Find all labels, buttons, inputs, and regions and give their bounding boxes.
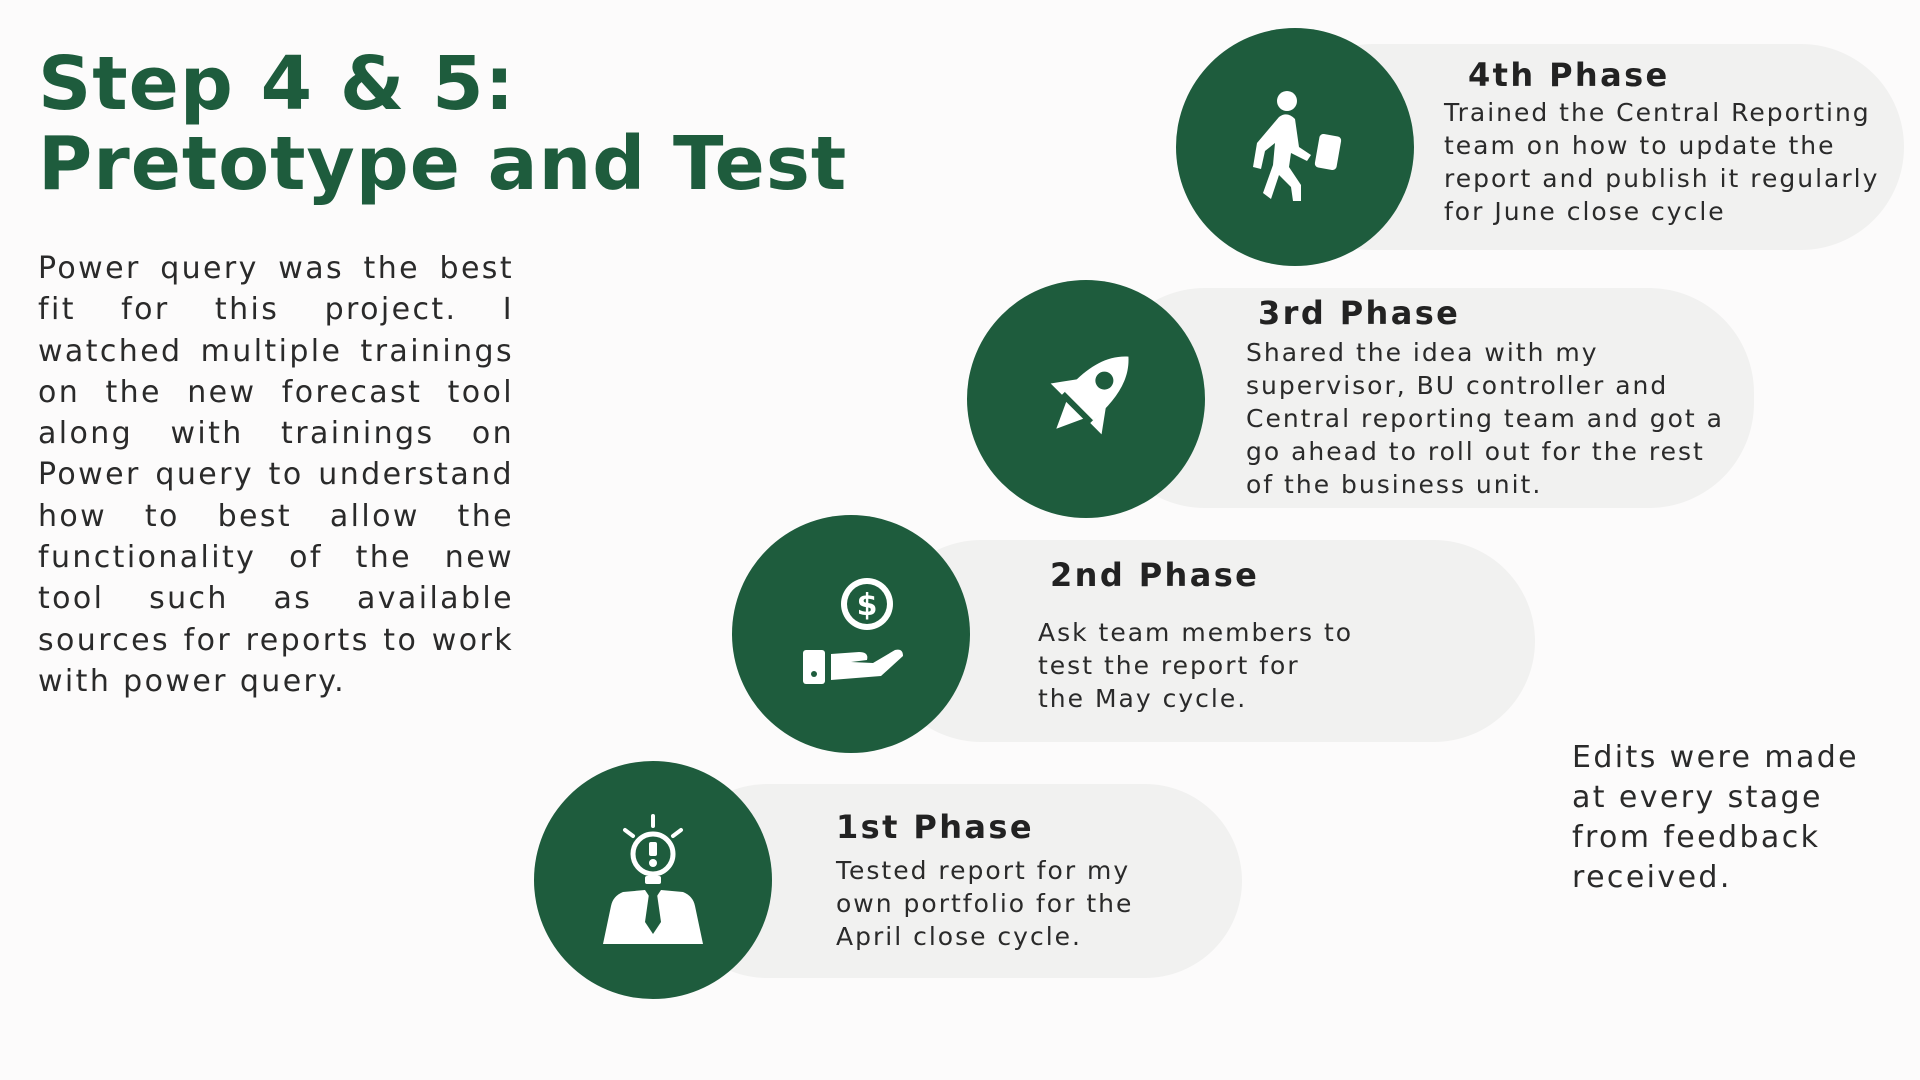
- phase-4-icon-circle: [1176, 28, 1414, 266]
- phase-2-title: 2nd Phase: [1050, 556, 1260, 594]
- phase-3-title: 3rd Phase: [1258, 294, 1461, 332]
- walking-person-with-briefcase-icon: [1253, 91, 1342, 201]
- phase-3-description: Shared the idea with my supervisor, BU c…: [1246, 338, 1724, 499]
- phase-1-title: 1st Phase: [836, 808, 1034, 846]
- edits-note: Edits were made at every stage from feed…: [1572, 740, 1860, 895]
- businessman-lightbulb-idea-icon: [603, 814, 703, 944]
- phase-1-icon-circle: [534, 761, 772, 999]
- phase-4-title: 4th Phase: [1468, 56, 1670, 94]
- phase-1-description: Tested report for my own portfolio for t…: [836, 856, 1134, 951]
- svg-text:$: $: [857, 588, 878, 623]
- phase-4-description: Trained the Central Reporting team on ho…: [1444, 98, 1880, 226]
- hand-holding-dollar-coin-icon: $: [803, 578, 903, 684]
- title-line-2: Pretotype and Test: [38, 121, 848, 207]
- phase-2-icon-circle: $: [732, 515, 970, 753]
- phase-3-card: [1100, 288, 1754, 508]
- phase-2-description: Ask team members to test the report for …: [1038, 618, 1354, 713]
- phase-2-card: [880, 540, 1535, 742]
- intro-paragraph: Power query was the best fit for this pr…: [38, 251, 514, 699]
- page-title: Step 4 & 5: Pretotype and Test: [38, 44, 847, 204]
- title-line-1: Step 4 & 5:: [38, 41, 516, 127]
- phase-3-icon-circle: [967, 280, 1205, 518]
- rocket-icon: [1050, 356, 1129, 435]
